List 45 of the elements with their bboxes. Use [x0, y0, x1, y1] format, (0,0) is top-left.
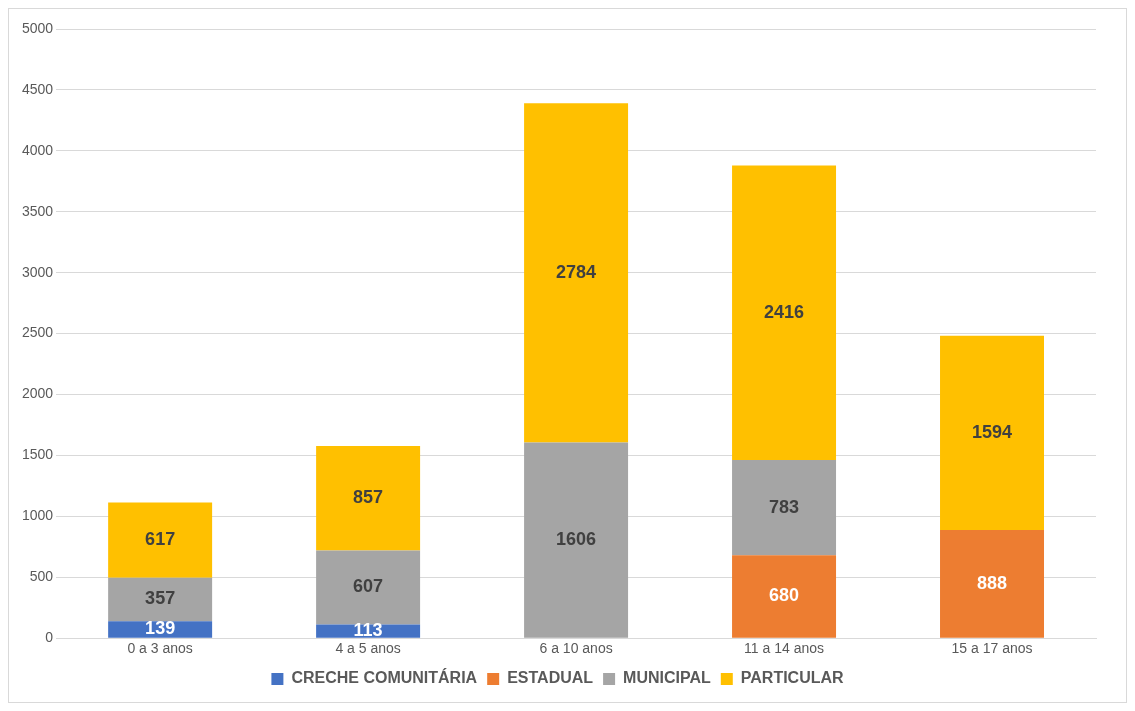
data-label: 617 — [145, 529, 176, 550]
y-tick-label: 2000 — [21, 385, 54, 402]
legend-label: MUNICIPAL — [623, 669, 712, 687]
y-tick-label: 3000 — [21, 263, 54, 280]
bar — [316, 624, 421, 638]
x-tick-label: 4 a 5 anos — [335, 640, 401, 657]
y-tick-label: 0 — [45, 629, 54, 646]
x-tick-label: 0 a 3 anos — [127, 640, 193, 657]
bar — [940, 335, 1045, 531]
data-label: 139 — [145, 618, 176, 639]
legend-label: ESTADUAL — [507, 669, 594, 687]
data-label: 857 — [353, 487, 384, 508]
bar — [524, 442, 629, 638]
data-label: 113 — [353, 620, 383, 641]
bar — [732, 459, 837, 556]
data-label: 783 — [769, 496, 800, 517]
bar — [316, 446, 421, 551]
data-label: 888 — [976, 572, 1008, 593]
y-tick-label: 4000 — [21, 141, 54, 158]
bar — [732, 165, 837, 460]
y-tick-label: 3500 — [21, 202, 54, 219]
x-tick-label: 11 a 14 anos — [744, 640, 824, 657]
y-tick-label: 2500 — [21, 324, 54, 341]
data-label: 1594 — [971, 421, 1013, 442]
legend-label: CRECHE COMUNITÁRIA — [291, 668, 478, 687]
data-label: 680 — [769, 585, 800, 606]
data-label: 357 — [145, 588, 176, 609]
data-label: 2784 — [556, 261, 597, 282]
y-tick-label: 4500 — [21, 80, 54, 97]
data-label: 1606 — [556, 529, 597, 550]
bar — [316, 550, 421, 625]
y-tick-label: 1500 — [21, 446, 54, 463]
bar — [732, 555, 837, 638]
x-tick-label: 15 a 17 anos — [951, 640, 1033, 657]
data-label: 2416 — [764, 301, 805, 322]
legend-label: PARTICULAR — [740, 669, 845, 687]
data-label: 607 — [353, 576, 384, 597]
bar — [108, 577, 213, 622]
bar — [108, 502, 213, 578]
x-tick-label: 6 a 10 anos — [539, 640, 613, 657]
bar — [940, 530, 1045, 638]
y-tick-label: 500 — [29, 568, 54, 585]
y-tick-label: 1000 — [21, 507, 54, 524]
bar — [524, 103, 629, 443]
y-tick-label: 5000 — [21, 19, 54, 36]
